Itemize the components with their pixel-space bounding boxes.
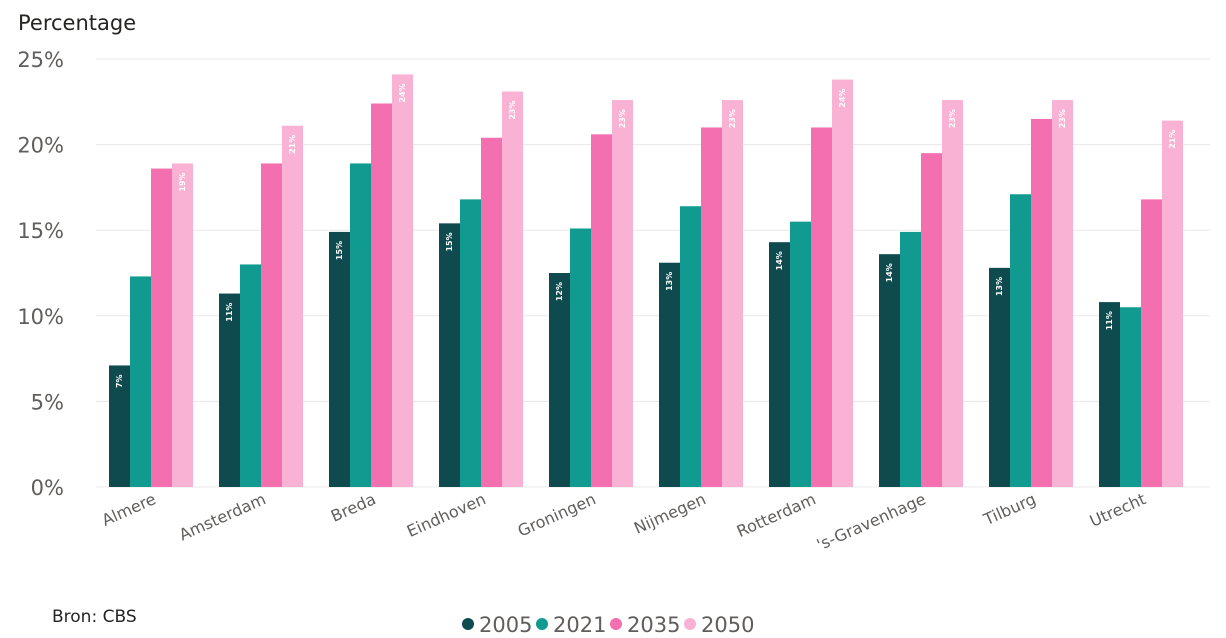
bar-2005-breda[interactable] — [329, 231, 350, 487]
y-tick-label: 10% — [17, 305, 64, 329]
bar-labels: 7% 19% 11% 21% 15% 24% 15% 23% 12% 23% 13% 23% 14% 24… — [115, 83, 1177, 388]
legend[interactable]: 2005 2021 2035 2050 — [462, 613, 754, 637]
bar-2035--s-gravenhage[interactable] — [921, 153, 942, 487]
bar-2035-groningen[interactable] — [591, 134, 612, 487]
bar-2005-utrecht[interactable] — [1099, 302, 1120, 487]
bar-2050--s-gravenhage[interactable] — [942, 100, 963, 487]
bar-2021-rotterdam[interactable] — [790, 221, 811, 487]
y-tick-label: 0% — [31, 476, 64, 500]
legend-marker — [536, 618, 548, 630]
bar-2050-amsterdam[interactable] — [282, 125, 303, 487]
bar-2005-amsterdam[interactable] — [219, 293, 240, 487]
bar-data-label: 7% — [115, 374, 124, 388]
bars — [109, 74, 1183, 488]
bar-data-label: 23% — [1058, 109, 1067, 128]
bar-data-label: 14% — [885, 263, 894, 282]
legend-marker — [684, 618, 696, 630]
bar-data-label: 11% — [1105, 311, 1114, 330]
legend-item-2035[interactable]: 2035 — [610, 613, 680, 637]
x-tick-label: Rotterdam — [734, 489, 819, 541]
legend-item-2021[interactable]: 2021 — [536, 613, 606, 637]
legend-item-2050[interactable]: 2050 — [684, 613, 754, 637]
bar-2050-utrecht[interactable] — [1162, 120, 1183, 487]
bar-data-label: 24% — [838, 89, 847, 108]
bar-2005-nijmegen[interactable] — [659, 262, 680, 487]
legend-label: 2021 — [553, 613, 606, 637]
bar-2035-tilburg[interactable] — [1031, 118, 1052, 488]
legend-label: 2035 — [627, 613, 680, 637]
bar-2035-breda[interactable] — [371, 103, 392, 488]
bar-data-label: 14% — [775, 251, 784, 270]
bar-2050-tilburg[interactable] — [1052, 100, 1073, 487]
bar-2021--s-gravenhage[interactable] — [900, 231, 921, 487]
legend-label: 2005 — [479, 613, 532, 637]
bar-2035-eindhoven[interactable] — [481, 137, 502, 487]
bar-data-label: 13% — [665, 272, 674, 291]
bar-data-label: 24% — [398, 83, 407, 102]
bar-data-label: 23% — [728, 109, 737, 128]
bar-data-label: 21% — [1168, 130, 1177, 149]
bar-2050-breda[interactable] — [392, 74, 413, 488]
y-axis-title: Percentage — [18, 11, 136, 35]
bar-2021-eindhoven[interactable] — [460, 199, 481, 487]
x-tick-label: Tilburg — [980, 489, 1039, 529]
bar-data-label: 15% — [335, 241, 344, 260]
bar-2035-almere[interactable] — [151, 168, 172, 487]
bar-2050-almere[interactable] — [172, 163, 193, 487]
bar-data-label: 21% — [288, 135, 297, 154]
y-tick-label: 25% — [17, 48, 64, 72]
bar-2050-eindhoven[interactable] — [502, 91, 523, 487]
bar-2035-utrecht[interactable] — [1141, 199, 1162, 487]
x-tick-label: Nijmegen — [631, 489, 709, 537]
legend-marker — [462, 618, 474, 630]
bar-2021-breda[interactable] — [350, 163, 371, 487]
x-tick-label: Almere — [99, 489, 159, 529]
x-tick-label: Breda — [328, 489, 379, 525]
x-tick-label: Eindhoven — [404, 489, 489, 541]
x-tick-label: Groningen — [515, 489, 599, 540]
bar-2021-utrecht[interactable] — [1120, 307, 1141, 487]
bar-data-label: 11% — [225, 303, 234, 322]
bar-2021-amsterdam[interactable] — [240, 264, 261, 487]
bar-2050-rotterdam[interactable] — [832, 79, 853, 487]
bar-2005--s-gravenhage[interactable] — [879, 254, 900, 487]
bar-data-label: 23% — [618, 109, 627, 128]
bar-2005-groningen[interactable] — [549, 273, 570, 487]
bar-data-label: 12% — [555, 282, 564, 301]
bar-2035-rotterdam[interactable] — [811, 127, 832, 487]
legend-item-2005[interactable]: 2005 — [462, 613, 532, 637]
bar-data-label: 23% — [508, 101, 517, 120]
bar-data-label: 13% — [995, 277, 1004, 296]
x-axis-ticks: Almere Amsterdam Breda Eindhoven Groningen Ni… — [99, 489, 1149, 554]
bar-2005-rotterdam[interactable] — [769, 242, 790, 487]
bar-data-label: 15% — [445, 232, 454, 251]
bar-2050-nijmegen[interactable] — [722, 100, 743, 487]
bar-2021-almere[interactable] — [130, 276, 151, 487]
bar-2005-tilburg[interactable] — [989, 267, 1010, 487]
x-tick-label: Amsterdam — [176, 489, 269, 544]
x-tick-label: Utrecht — [1087, 489, 1149, 530]
x-tick-label: 's-Gravenhage — [814, 489, 929, 554]
y-axis-ticks: 0% 5% 10% 15% 20% 25% — [17, 48, 64, 500]
bar-2050-groningen[interactable] — [612, 100, 633, 487]
legend-label: 2050 — [701, 613, 754, 637]
bar-data-label: 23% — [948, 109, 957, 128]
bar-2035-amsterdam[interactable] — [261, 163, 282, 487]
bar-2035-nijmegen[interactable] — [701, 127, 722, 487]
legend-marker — [610, 618, 622, 630]
bar-2021-tilburg[interactable] — [1010, 194, 1031, 488]
source-note: Bron: CBS — [52, 607, 137, 627]
y-tick-label: 15% — [17, 219, 64, 243]
bar-2005-eindhoven[interactable] — [439, 223, 460, 488]
y-tick-label: 5% — [31, 390, 64, 414]
bar-2005-almere[interactable] — [109, 365, 130, 487]
bar-2021-groningen[interactable] — [570, 228, 591, 487]
y-tick-label: 20% — [17, 134, 64, 158]
bar-data-label: 19% — [178, 172, 187, 191]
bar-2021-nijmegen[interactable] — [680, 206, 701, 487]
